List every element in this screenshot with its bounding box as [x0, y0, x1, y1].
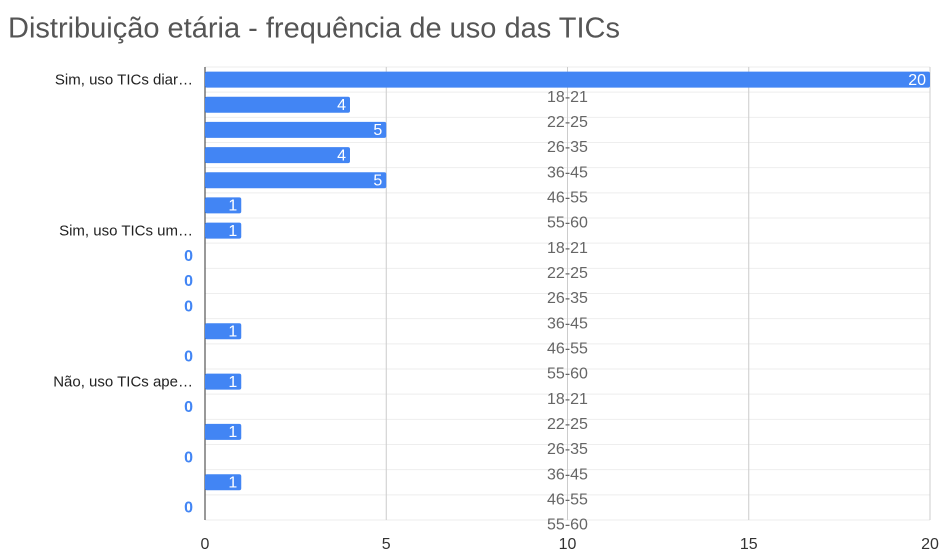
value-label: 1 [228, 374, 237, 391]
row-label: 36-45 [547, 164, 588, 181]
row-label: 55-60 [547, 215, 588, 232]
row-label: 18-21 [547, 240, 588, 257]
row-label: 22-25 [547, 265, 588, 282]
row-label: 46-55 [547, 491, 588, 508]
value-label: 4 [337, 97, 346, 114]
value-label: 0 [184, 449, 193, 466]
x-tick-label: 15 [740, 536, 758, 553]
row-label: 55-60 [547, 517, 588, 534]
value-label: 0 [184, 248, 193, 265]
bar [205, 121, 387, 138]
row-label: 26-35 [547, 139, 588, 156]
y-tick-label: Não, uso TICs ape… [53, 374, 193, 391]
value-label: 1 [228, 223, 237, 240]
bar [205, 172, 387, 189]
value-label: 5 [373, 172, 382, 189]
y-tick-label: Sim, uso TICs diar… [55, 72, 193, 89]
bar [205, 474, 242, 491]
value-label: 1 [228, 424, 237, 441]
row-label: 26-35 [547, 441, 588, 458]
row-label: 36-45 [547, 315, 588, 332]
row-label: 36-45 [547, 466, 588, 483]
value-label: 1 [228, 474, 237, 491]
row-label: 22-25 [547, 416, 588, 433]
value-label: 0 [184, 273, 193, 290]
bar [205, 423, 242, 440]
bar [205, 323, 242, 340]
x-tick-label: 20 [921, 536, 939, 553]
value-label: 1 [228, 198, 237, 215]
row-label: 18-21 [547, 391, 588, 408]
value-label: 5 [373, 122, 382, 139]
row-label: 46-55 [547, 340, 588, 357]
row-label: 46-55 [547, 189, 588, 206]
bar [205, 147, 350, 164]
value-label: 4 [337, 147, 346, 164]
value-label: 1 [228, 323, 237, 340]
x-tick-label: 0 [201, 536, 210, 553]
value-label: 0 [184, 399, 193, 416]
bar [205, 222, 242, 239]
bar [205, 373, 242, 390]
bar [205, 71, 930, 88]
value-label: 0 [184, 298, 193, 315]
value-label: 0 [184, 349, 193, 366]
row-label: 55-60 [547, 366, 588, 383]
y-tick-label: Sim, uso TICs um… [59, 223, 193, 240]
chart-title: Distribuição etária - frequência de uso … [8, 13, 620, 45]
value-label: 0 [184, 500, 193, 517]
row-label: 22-25 [547, 114, 588, 131]
x-tick-label: 5 [382, 536, 391, 553]
bar [205, 197, 242, 214]
x-tick-label: 10 [559, 536, 577, 553]
value-label: 20 [908, 72, 926, 89]
row-label: 18-21 [547, 89, 588, 106]
bar [205, 96, 350, 113]
row-label: 26-35 [547, 290, 588, 307]
